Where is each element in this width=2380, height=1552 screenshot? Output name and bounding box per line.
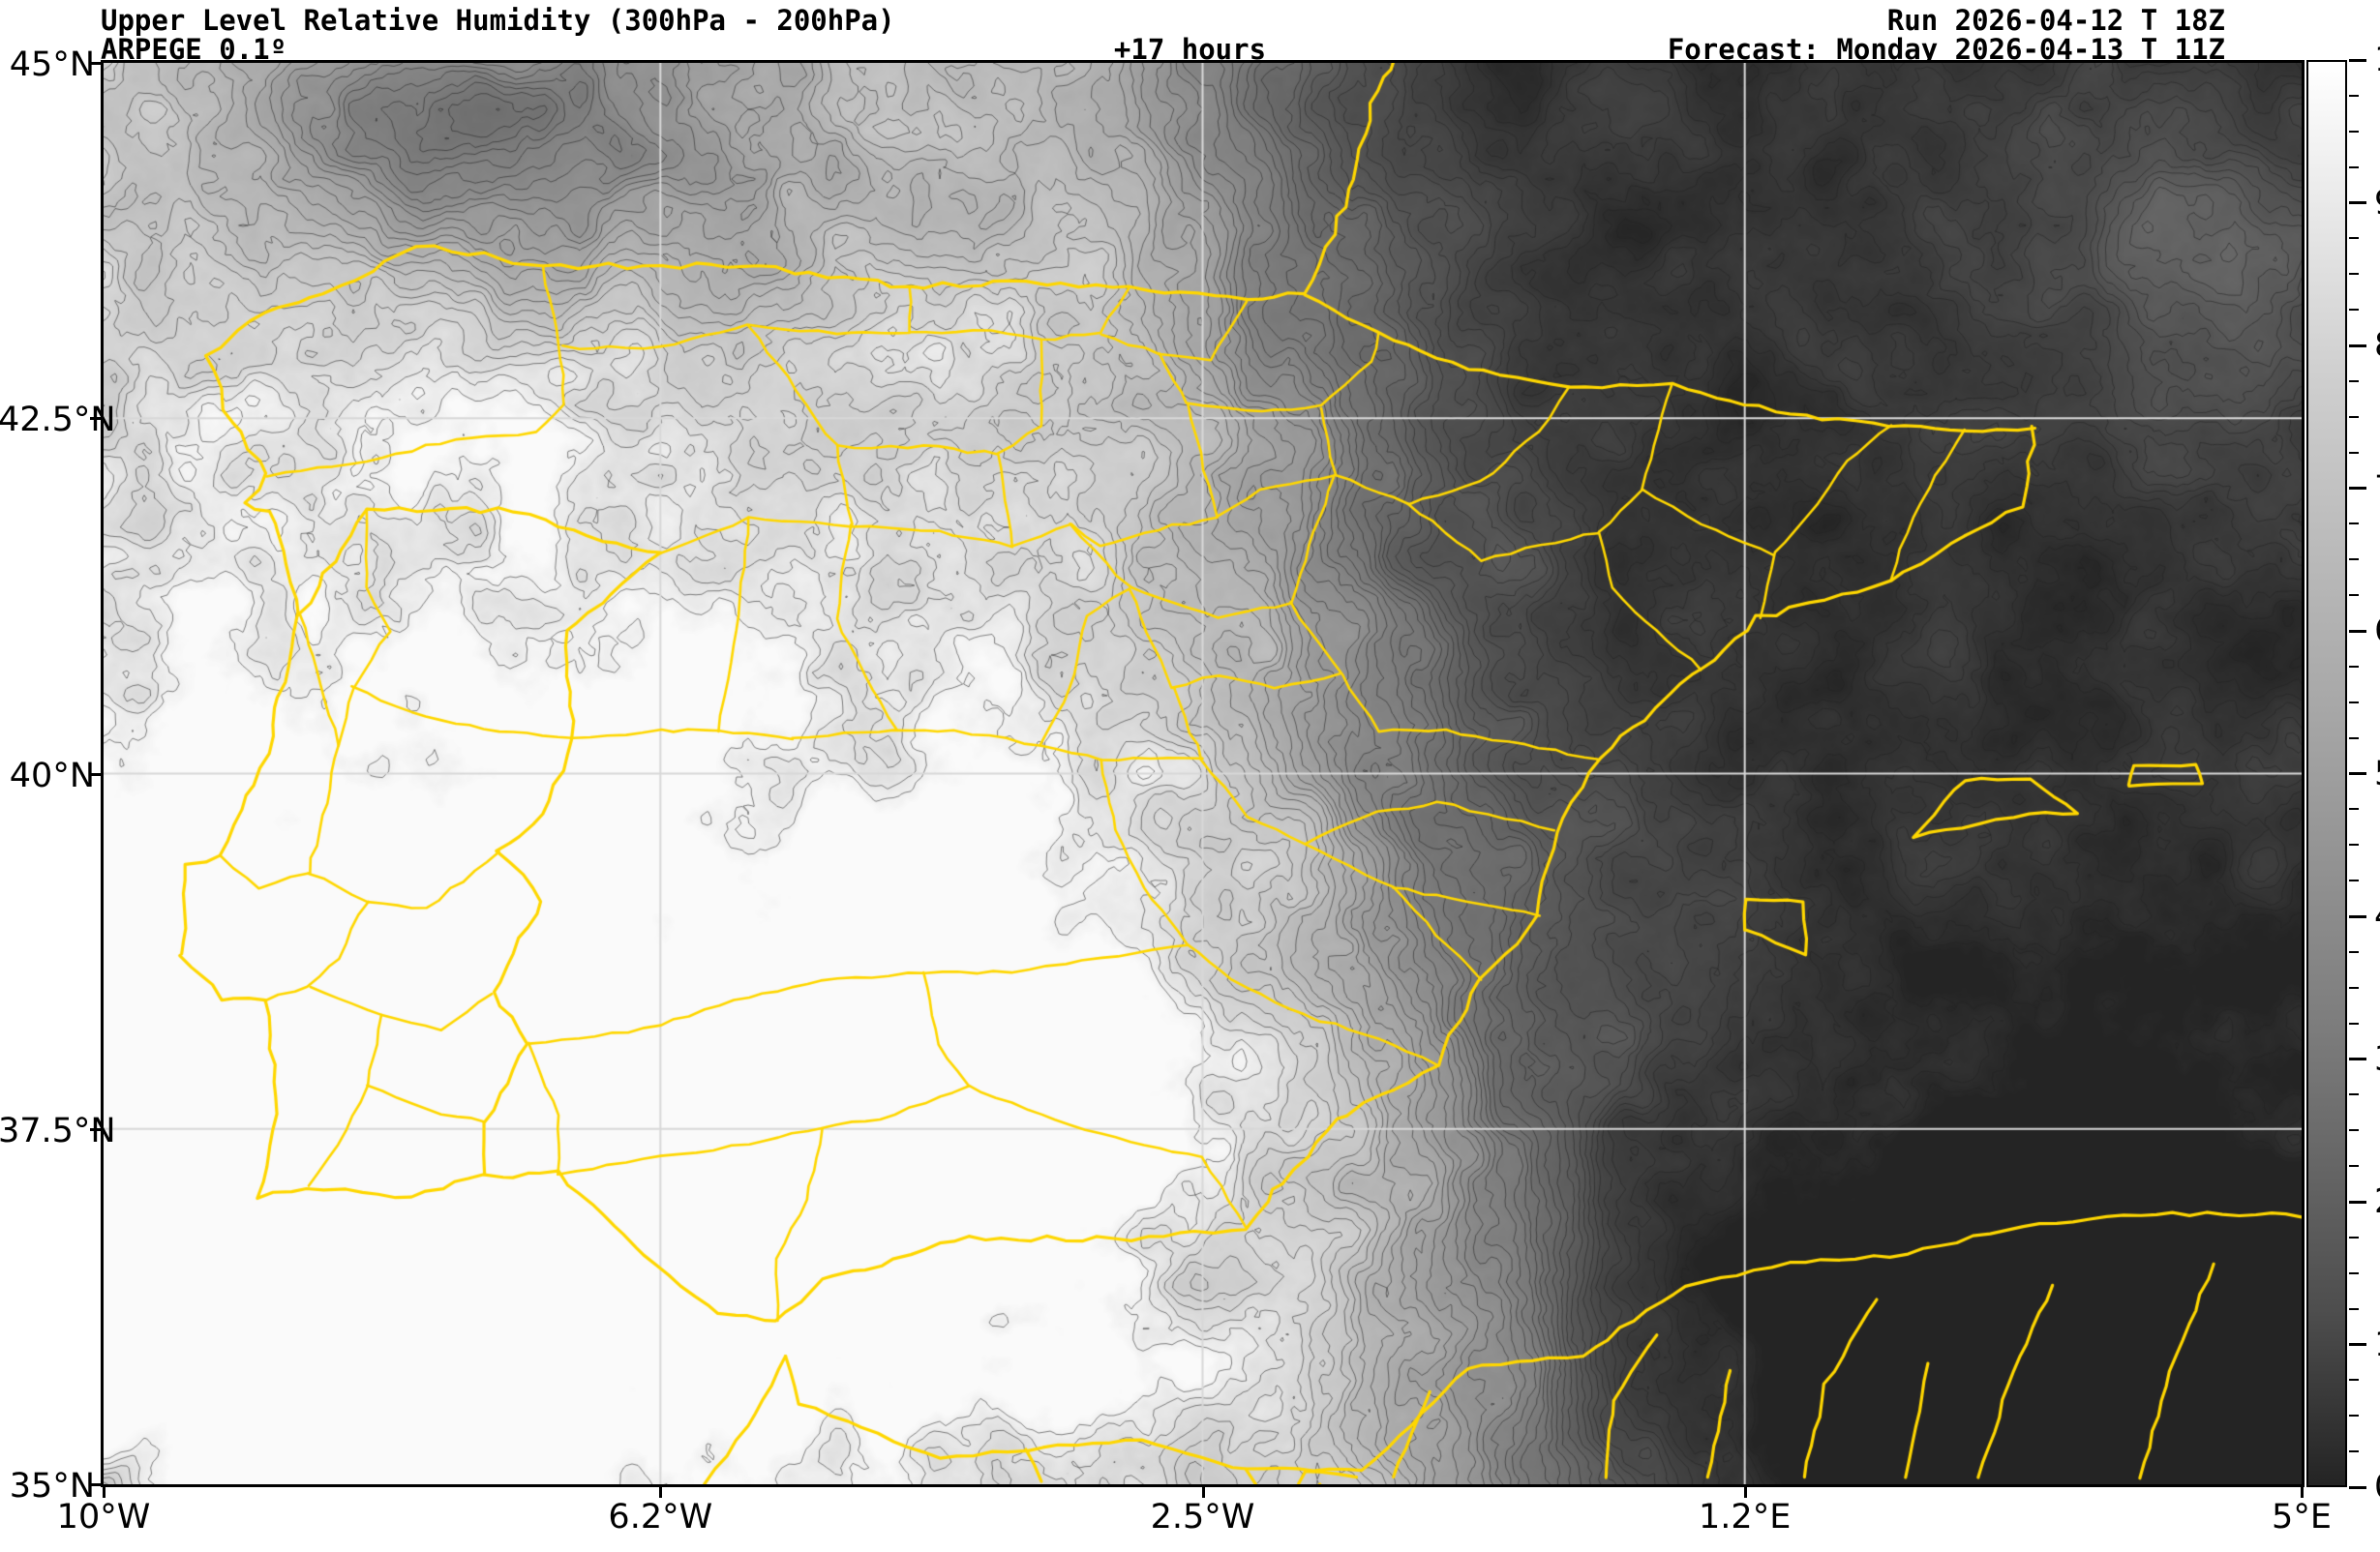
colorbar-minor-tick [2349,665,2359,668]
lat-tick-label: 35°N [9,1467,95,1506]
colorbar-tick-label: 90 [2374,184,2380,223]
colorbar-major-tick [2349,914,2366,918]
colorbar-tick-label: 80 [2374,326,2380,365]
colorbar-minor-tick [2349,986,2359,989]
colorbar-gradient [2308,62,2345,1485]
colorbar-minor-tick [2349,808,2359,811]
colorbar-minor-tick [2349,165,2359,168]
chart-title: Upper Level Relative Humidity (300hPa - … [101,4,895,37]
colorbar-minor-tick [2349,379,2359,382]
colorbar-tick-label: 0 [2374,1468,2380,1507]
colorbar-major-tick [2349,343,2366,347]
colorbar-major-tick [2349,487,2366,490]
colorbar-major-tick [2349,1058,2366,1060]
colorbar-minor-tick [2349,273,2359,276]
colorbar-minor-tick [2349,736,2359,739]
colorbar-tick-label: 60 [2374,612,2380,650]
lon-tick [1743,1487,1747,1498]
colorbar-major-tick [2349,1343,2366,1346]
lon-tick [2301,1487,2304,1498]
lon-tick [659,1487,663,1498]
lon-tick [1201,1487,1205,1498]
colorbar-minor-tick [2349,415,2359,418]
lon-tick-label: 5°E [2272,1498,2332,1537]
colorbar-minor-tick [2349,594,2359,597]
lon-tick-label: 6.2°W [608,1498,713,1537]
colorbar-tick-label: 50 [2374,755,2380,793]
colorbar-major-tick [2349,1485,2366,1489]
map-panel[interactable] [101,60,2305,1487]
colorbar-minor-tick [2349,94,2359,97]
colorbar-minor-tick [2349,309,2359,312]
colorbar-minor-tick [2349,1307,2359,1310]
lat-tick-label: 45°N [9,45,95,84]
colorbar-minor-tick [2349,1165,2359,1168]
colorbar-tick-label: 10 [2374,1326,2380,1364]
colorbar-minor-tick [2349,844,2359,847]
lon-tick [103,1487,105,1498]
lon-tick-label: 2.5°W [1150,1498,1255,1537]
colorbar-tick-label: 40 [2374,897,2380,936]
colorbar-minor-tick [2349,1093,2359,1096]
colorbar-minor-tick [2349,1379,2359,1382]
lat-tick [90,1483,101,1486]
colorbar [2306,60,2347,1487]
colorbar-minor-tick [2349,701,2359,703]
colorbar-major-tick [2349,201,2366,204]
lat-tick [90,417,101,421]
colorbar-major-tick [2349,1200,2366,1204]
colorbar-minor-tick [2349,1129,2359,1132]
run-timestamp: Run 2026-04-12 T 18Z [1886,4,2225,37]
colorbar-tick-label: 30 [2374,1040,2380,1079]
colorbar-minor-tick [2349,1415,2359,1418]
colorbar-minor-tick [2349,237,2359,240]
humidity-field-canvas [104,63,2302,1484]
colorbar-tick-label: 70 [2374,469,2380,508]
lat-tick-label: 40°N [9,756,95,795]
colorbar-minor-tick [2349,1271,2359,1274]
colorbar-major-tick [2349,772,2366,775]
colorbar-minor-tick [2349,558,2359,561]
lat-tick-label: 37.5°N [0,1111,116,1150]
header-line-1: Upper Level Relative Humidity (300hPa - … [0,4,2380,37]
colorbar-minor-tick [2349,950,2359,953]
lat-tick [90,1127,101,1131]
header: Upper Level Relative Humidity (300hPa - … [0,0,2380,66]
colorbar-minor-tick [2349,1450,2359,1453]
lon-tick-label: 1.2°E [1699,1498,1792,1537]
colorbar-minor-tick [2349,1236,2359,1239]
header-line-2: ARPEGE 0.1º +17 hours Forecast: Monday 2… [0,33,2380,66]
lat-tick [90,772,101,776]
colorbar-minor-tick [2349,1022,2359,1025]
lat-tick [90,62,101,65]
lat-tick-label: 42.5°N [0,401,116,440]
colorbar-minor-tick [2349,130,2359,133]
colorbar-major-tick [2349,629,2366,633]
lon-tick-label: 10°W [56,1498,151,1537]
colorbar-tick-label: 20 [2374,1182,2380,1221]
colorbar-minor-tick [2349,522,2359,525]
colorbar-minor-tick [2349,451,2359,454]
colorbar-minor-tick [2349,880,2359,882]
